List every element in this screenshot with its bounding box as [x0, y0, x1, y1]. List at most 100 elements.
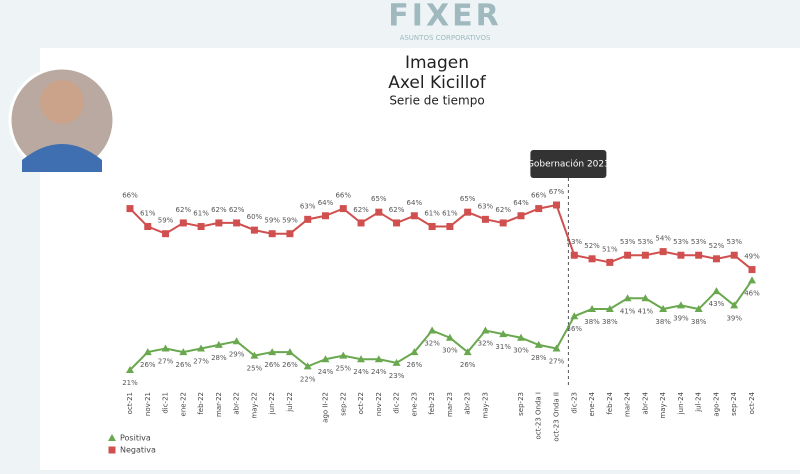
marker	[517, 212, 525, 220]
data-label: 53%	[673, 238, 689, 246]
x-tick-label: may-24	[659, 391, 667, 418]
x-tick-label: oct-23 Onda I	[535, 392, 543, 440]
data-label: 26%	[176, 361, 192, 369]
x-tick-label: may-23	[481, 392, 489, 419]
data-label: 27%	[158, 357, 174, 365]
data-label: 41%	[638, 307, 654, 315]
marker	[250, 226, 258, 234]
marker	[410, 348, 419, 356]
marker	[303, 362, 312, 370]
data-label: 62%	[353, 206, 369, 214]
marker	[535, 205, 543, 213]
data-label: 64%	[318, 199, 334, 207]
data-label: 25%	[335, 365, 351, 373]
marker	[481, 326, 490, 334]
data-label: 38%	[602, 318, 618, 326]
marker	[410, 212, 418, 220]
data-label: 52%	[584, 242, 600, 250]
data-label: 49%	[744, 253, 760, 261]
legend-label: Positiva	[120, 434, 151, 443]
chart-caption: Serie de tiempo	[389, 94, 484, 108]
data-label: 67%	[549, 188, 565, 196]
marker	[250, 351, 259, 359]
marker	[570, 251, 578, 259]
x-tick-label: jul-24	[695, 391, 703, 412]
x-tick-label: feb-24	[606, 391, 614, 414]
marker	[694, 305, 703, 313]
marker	[588, 305, 597, 313]
data-label: 38%	[584, 318, 600, 326]
data-label: 23%	[389, 372, 405, 380]
marker	[321, 355, 330, 363]
x-tick-label: ene-22	[179, 392, 187, 416]
x-tick-label: dic-23	[570, 392, 578, 414]
data-label: 32%	[424, 340, 440, 348]
x-tick-label: jun-22	[268, 392, 276, 415]
data-label: 46%	[744, 289, 760, 297]
data-label: 65%	[460, 195, 476, 203]
data-label: 39%	[726, 314, 742, 322]
data-label: 61%	[193, 210, 209, 218]
marker	[339, 205, 347, 213]
data-label: 59%	[282, 217, 298, 225]
marker	[321, 212, 329, 220]
marker	[481, 215, 489, 223]
x-tick-label: abr-24	[641, 391, 649, 414]
x-tick-label: feb-23	[428, 392, 436, 415]
data-label: 30%	[442, 347, 458, 355]
data-label: 62%	[229, 206, 245, 214]
data-label: 26%	[407, 361, 423, 369]
marker	[570, 312, 579, 320]
marker	[446, 223, 454, 231]
data-label: 27%	[193, 357, 209, 365]
marker	[623, 294, 632, 302]
chart-subtitle: Axel Kicillof	[388, 73, 487, 93]
marker	[445, 333, 454, 341]
marker	[624, 251, 632, 259]
data-label: 65%	[371, 195, 387, 203]
x-tick-label: ene-23	[410, 392, 418, 416]
marker	[676, 301, 685, 309]
data-label: 66%	[531, 192, 547, 200]
marker	[374, 355, 383, 363]
x-tick-label: ago II-22	[321, 392, 329, 423]
data-label: 62%	[495, 206, 511, 214]
data-label: 24%	[353, 368, 369, 376]
data-label: 51%	[602, 245, 618, 253]
data-label: 38%	[691, 318, 707, 326]
marker	[232, 337, 241, 345]
marker	[197, 344, 206, 352]
data-label: 64%	[407, 199, 423, 207]
x-tick-label: mar-24	[624, 391, 632, 417]
marker	[695, 251, 703, 259]
marker	[730, 251, 738, 259]
data-label: 62%	[176, 206, 192, 214]
marker	[428, 223, 436, 231]
marker	[375, 208, 383, 216]
marker	[552, 344, 561, 352]
portrait-face	[40, 80, 84, 124]
marker	[499, 219, 507, 227]
data-label: 53%	[691, 238, 707, 246]
x-tick-label: may-22	[250, 392, 258, 419]
x-tick-label: dic-21	[162, 392, 170, 414]
data-label: 61%	[424, 210, 440, 218]
marker	[179, 348, 188, 356]
data-label: 62%	[389, 206, 405, 214]
x-tick-label: ago-24	[712, 391, 720, 416]
logo-subtitle: ASUNTOS CORPORATIVOS	[400, 34, 491, 42]
data-label: 27%	[549, 357, 565, 365]
annotation: Gobernación 2023	[527, 159, 610, 170]
marker	[712, 255, 720, 263]
data-label: 66%	[122, 192, 138, 200]
data-label: 59%	[264, 217, 280, 225]
marker	[144, 223, 152, 231]
marker	[162, 230, 170, 238]
x-tick-label: oct-23 Onda II	[553, 392, 561, 442]
marker	[197, 223, 205, 231]
data-label: 26%	[460, 361, 476, 369]
data-label: 53%	[726, 238, 742, 246]
data-label: 63%	[300, 202, 316, 210]
marker	[588, 255, 596, 263]
